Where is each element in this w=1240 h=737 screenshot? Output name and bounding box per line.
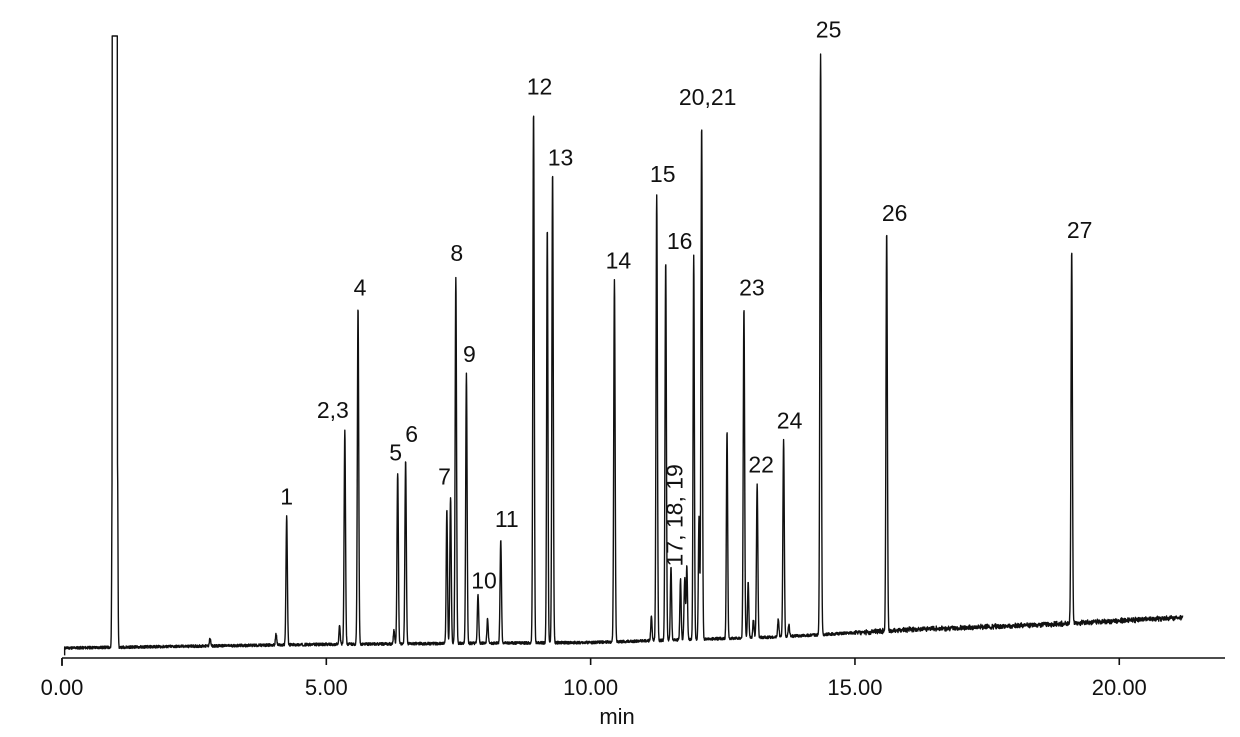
peak-label: 7 — [438, 464, 451, 490]
peak-label: 5 — [389, 439, 402, 465]
peak-label: 11 — [495, 506, 519, 532]
peak-label: 24 — [777, 408, 803, 434]
chart-axes: 0.00 5.00 10.00 15.00 20.00 — [41, 657, 1225, 700]
peak-label: 27 — [1067, 217, 1093, 243]
chart-peak-labels: 1 2,3 4 567 8 9 10 11 12 13 14 15 16 17, 18, 19 20,21 2… — [280, 16, 1092, 593]
peak-label: 14 — [606, 248, 632, 274]
peak-label: 16 — [667, 228, 693, 254]
peak-label: 2,3 — [317, 397, 349, 423]
peak-label: 4 — [354, 275, 367, 301]
peak-label: 12 — [527, 73, 553, 99]
peak-label: 9 — [463, 341, 476, 367]
peak-label: 10 — [471, 567, 497, 593]
peak-label: 17, 18, 19 — [662, 464, 688, 566]
peak-label: 1 — [280, 483, 293, 509]
peak-label: 6 — [405, 421, 418, 447]
peak-label: 25 — [816, 16, 842, 42]
peak-label: 8 — [450, 240, 463, 266]
peak-label: 23 — [739, 274, 765, 300]
chart-traces — [63, 35, 1184, 656]
x-tick-label: 5.00 — [305, 675, 348, 700]
peak-label: 22 — [748, 452, 774, 478]
x-axis-label: min — [599, 704, 634, 729]
peak-label: 20,21 — [679, 84, 737, 110]
peak-label: 15 — [650, 161, 676, 187]
x-tick-label: 15.00 — [827, 675, 882, 700]
x-tick-label: 20.00 — [1092, 675, 1147, 700]
x-tick-label: 0.00 — [41, 675, 84, 700]
chromatogram-trace — [63, 35, 1184, 656]
peak-label: 26 — [882, 200, 908, 226]
peak-label: 13 — [548, 145, 574, 171]
x-tick-label: 10.00 — [563, 675, 618, 700]
